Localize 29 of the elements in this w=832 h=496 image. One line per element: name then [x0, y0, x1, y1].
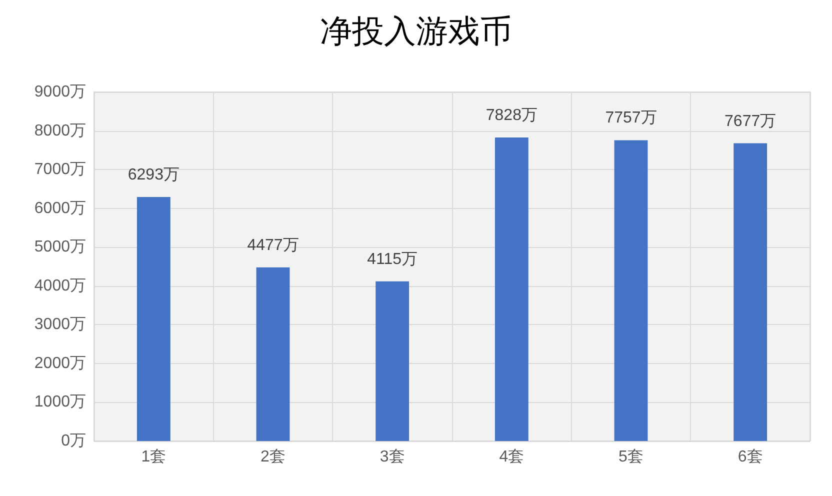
data-label: 7757万	[605, 110, 657, 127]
y-tick-label: 6000万	[34, 200, 86, 217]
bar	[136, 196, 170, 441]
y-tick-label: 5000万	[34, 238, 86, 256]
bar	[256, 267, 290, 441]
x-tick-label: 6套	[738, 448, 763, 466]
bar	[614, 140, 648, 441]
y-tick-label: 1000万	[34, 394, 86, 411]
data-label: 7828万	[486, 106, 538, 124]
data-label: 4477万	[247, 236, 299, 254]
bar	[376, 281, 410, 441]
y-tick-label: 4000万	[34, 277, 86, 294]
y-tick-label: 2000万	[34, 354, 86, 372]
x-tick-label: 2套	[260, 448, 286, 466]
x-tick-label: 5套	[618, 448, 644, 466]
x-tick-label: 1套	[141, 448, 166, 466]
y-tick-label: 9000万	[34, 84, 86, 100]
data-label: 7677万	[724, 112, 776, 130]
data-label: 6293万	[128, 166, 180, 184]
y-tick-label: 7000万	[34, 161, 86, 178]
y-tick-label: 8000万	[34, 122, 86, 140]
data-label: 4115万	[367, 250, 418, 268]
y-tick-label: 3000万	[34, 316, 86, 334]
x-tick-label: 4套	[499, 448, 524, 466]
x-tick-label: 3套	[380, 448, 405, 466]
chart-title: 净投入游戏币	[320, 13, 512, 49]
bar	[734, 143, 768, 441]
y-tick-label: 0万	[61, 432, 86, 450]
bar	[494, 137, 528, 441]
